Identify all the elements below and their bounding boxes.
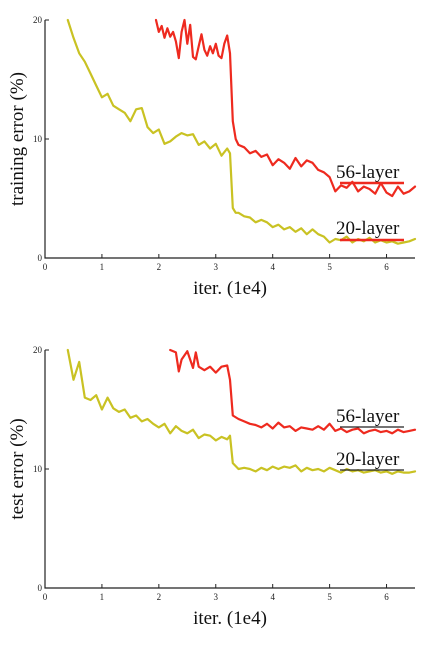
training-x-tick-label: 1 bbox=[100, 262, 105, 272]
test-x-tick-label: 3 bbox=[214, 592, 219, 602]
training-x-tick-label: 3 bbox=[214, 262, 219, 272]
test-error-panel: 0 10 20 0 1 2 3 4 5 6 test error (%) iter. (1e4)… bbox=[7, 345, 417, 629]
test-y-tick-label: 0 bbox=[38, 583, 43, 593]
test-x-tick-label: 2 bbox=[157, 592, 162, 602]
training-legend-20-layer-label: 20-layer bbox=[336, 218, 400, 239]
test-x-tick-label: 1 bbox=[100, 592, 105, 602]
test-x-tick-label: 5 bbox=[327, 592, 332, 602]
training-x-axis-label: iter. (1e4) bbox=[193, 278, 267, 299]
training-legend-56-layer-label: 56-layer bbox=[336, 162, 400, 183]
training-x-ticks: 0 1 2 3 4 5 6 bbox=[43, 254, 389, 272]
training-series-56-layer bbox=[154, 18, 417, 198]
training-y-tick-label: 10 bbox=[33, 134, 43, 144]
training-error-panel: 0 10 20 0 1 2 3 4 5 6 training error (%) iter. (… bbox=[7, 15, 417, 299]
training-x-tick-label: 6 bbox=[384, 262, 389, 272]
training-y-axis-label: training error (%) bbox=[7, 72, 28, 206]
test-x-tick-label: 4 bbox=[270, 592, 275, 602]
training-series-20-layer bbox=[66, 18, 417, 245]
test-legend-20-layer-label: 20-layer bbox=[336, 449, 400, 470]
test-series-56-layer bbox=[169, 348, 417, 435]
training-y-tick-label: 0 bbox=[38, 253, 43, 263]
test-y-tick-label: 10 bbox=[33, 464, 43, 474]
training-y-tick-label: 20 bbox=[33, 15, 43, 25]
training-x-tick-label: 2 bbox=[157, 262, 162, 272]
test-y-tick-label: 20 bbox=[33, 345, 43, 355]
test-legend-56-layer-label: 56-layer bbox=[336, 406, 400, 427]
training-x-tick-label: 5 bbox=[327, 262, 332, 272]
test-x-tick-label: 0 bbox=[43, 592, 48, 602]
test-y-ticks: 0 10 20 bbox=[33, 345, 49, 593]
training-x-tick-label: 4 bbox=[270, 262, 275, 272]
test-x-ticks: 0 1 2 3 4 5 6 bbox=[43, 584, 389, 602]
test-x-axis-label: iter. (1e4) bbox=[193, 608, 267, 629]
test-y-axis-label: test error (%) bbox=[7, 418, 28, 519]
training-y-ticks: 0 10 20 bbox=[33, 15, 49, 263]
training-x-tick-label: 0 bbox=[43, 262, 48, 272]
test-x-tick-label: 6 bbox=[384, 592, 389, 602]
training-series bbox=[66, 18, 417, 245]
